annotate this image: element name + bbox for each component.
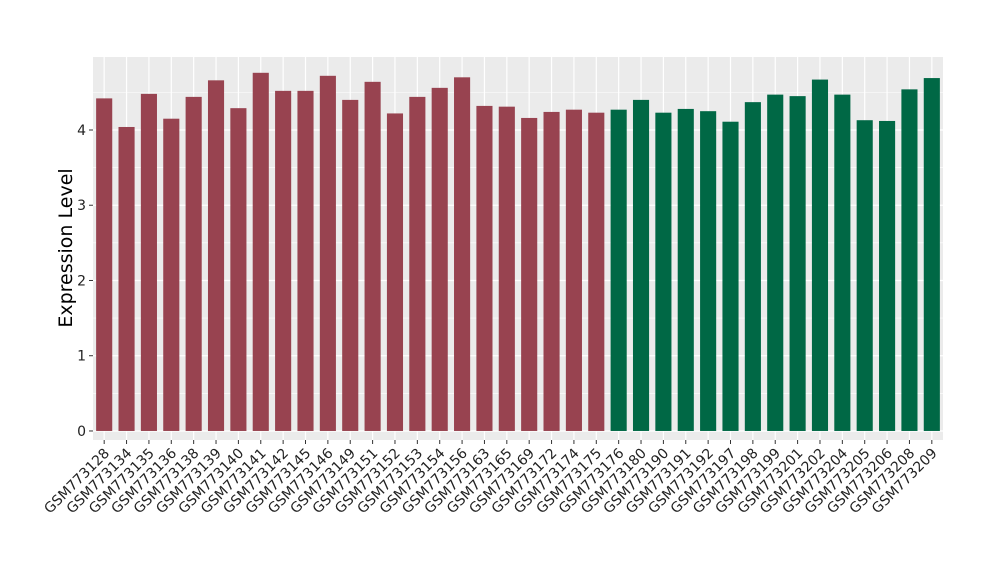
y-tick-label: 2: [77, 273, 86, 289]
bar-GSM773174: [565, 109, 582, 431]
bar-GSM773205: [856, 120, 873, 431]
y-axis: 0 1 2 3 4: [77, 123, 93, 440]
bar-GSM773192: [700, 111, 717, 431]
bar-GSM773176: [610, 109, 627, 431]
y-axis-title: Expression Level: [55, 168, 77, 327]
bar-GSM773208: [901, 89, 918, 431]
bar-GSM773135: [140, 93, 157, 431]
bar-GSM773204: [834, 94, 851, 431]
bar-GSM773153: [409, 96, 426, 431]
y-tick-label: 4: [77, 123, 86, 139]
bar-GSM773172: [543, 111, 560, 431]
bar-GSM773134: [118, 126, 135, 431]
bar-GSM773151: [364, 81, 381, 431]
bar-GSM773169: [521, 117, 538, 431]
bar-GSM773197: [722, 121, 739, 431]
bar-GSM773152: [386, 113, 404, 431]
y-tick-label: 3: [77, 198, 86, 214]
bars: [96, 72, 940, 431]
bar-GSM773149: [342, 99, 359, 431]
bar-GSM773141: [252, 72, 269, 431]
bar-GSM773128: [96, 98, 113, 431]
bar-GSM773165: [498, 106, 515, 431]
y-tick-label: 1: [77, 349, 86, 365]
bar-GSM773206: [879, 120, 896, 431]
x-axis: GSM773128GSM773134GSM773135GSM773136GSM7…: [41, 440, 941, 517]
bar-GSM773136: [163, 118, 180, 431]
bar-GSM773163: [476, 105, 493, 431]
bar-GSM773156: [454, 77, 471, 431]
bar-GSM773154: [431, 87, 448, 431]
bar-GSM773180: [632, 99, 650, 431]
bar-GSM773199: [767, 94, 784, 431]
bar-GSM773139: [207, 80, 225, 431]
bar-GSM773198: [744, 102, 761, 431]
bar-GSM773201: [789, 96, 806, 431]
bar-GSM773138: [185, 96, 202, 431]
bar-GSM773146: [319, 75, 336, 431]
bar-GSM773142: [275, 90, 292, 431]
bar-GSM773145: [297, 90, 314, 431]
bar-GSM773190: [655, 112, 672, 431]
bar-GSM773140: [230, 108, 247, 431]
y-tick-label: 0: [77, 424, 86, 440]
bar-GSM773202: [811, 79, 829, 431]
bar-GSM773209: [923, 78, 940, 431]
bar-GSM773175: [588, 112, 605, 431]
bar-GSM773191: [677, 108, 694, 431]
